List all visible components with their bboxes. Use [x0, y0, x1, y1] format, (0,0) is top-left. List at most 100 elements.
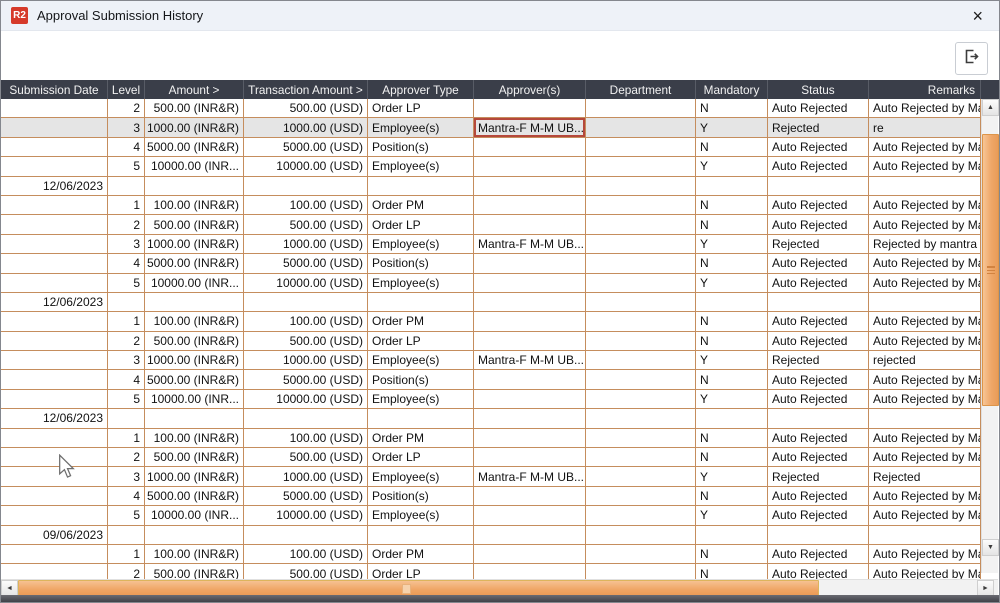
cell-amount: 500.00 (INR&R)	[145, 564, 244, 579]
cell-transaction-amount	[244, 292, 368, 313]
scrollbar-grip	[402, 584, 411, 594]
column-header-submission-date[interactable]: Submission Date	[1, 80, 108, 99]
cell-level	[108, 409, 145, 429]
cell-amount: 5000.00 (INR&R)	[145, 137, 244, 158]
table-row[interactable]: 1 100.00 (INR&R) 100.00 (USD) Order PM N Auto…	[1, 544, 981, 565]
cell-submission-date: 12/06/2023	[1, 409, 108, 429]
column-header-transaction-amount[interactable]: Transaction Amount >	[244, 80, 368, 99]
table-row[interactable]: 4 5000.00 (INR&R) 5000.00 (USD) Position(s)…	[1, 137, 981, 158]
table-row-date[interactable]: 09/06/2023	[1, 525, 981, 545]
vertical-scrollbar[interactable]: ▲ ▼	[981, 99, 999, 573]
cell-approver-type	[368, 409, 474, 429]
cell-status: Auto Rejected	[768, 331, 869, 352]
cell-department	[586, 428, 696, 449]
table-row[interactable]: 3 1000.00 (INR&R) 1000.00 (USD) Employee(s)…	[1, 467, 981, 487]
table-row[interactable]: 2 500.00 (INR&R) 500.00 (USD) Order LP N Auto…	[1, 331, 981, 352]
cell-approvers	[474, 292, 586, 313]
column-header-amount[interactable]: Amount >	[145, 80, 244, 99]
table-row[interactable]: 5 10000.00 (INR... 10000.00 (USD) Employee(…	[1, 157, 981, 177]
cell-level	[108, 525, 145, 545]
cell-submission-date	[1, 137, 108, 158]
export-button[interactable]	[955, 42, 988, 75]
column-header-approver-type[interactable]: Approver Type	[368, 80, 474, 99]
table-row[interactable]: 5 10000.00 (INR... 10000.00 (USD) Employee(…	[1, 506, 981, 526]
cell-status: Auto Rejected	[768, 486, 869, 507]
cell-amount: 1000.00 (INR&R)	[145, 351, 244, 371]
table-row[interactable]: 3 1000.00 (INR&R) 1000.00 (USD) Employee(s)…	[1, 234, 981, 255]
toolbar	[1, 32, 999, 80]
cell-approver-type: Employee(s)	[368, 234, 474, 255]
horizontal-scrollbar[interactable]: ◄ ►	[1, 579, 998, 597]
cell-transaction-amount: 100.00 (USD)	[244, 312, 368, 332]
cell-level: 4	[108, 370, 145, 390]
scroll-right-arrow-icon[interactable]: ►	[977, 580, 994, 597]
cell-remarks: Auto Rejected by Ma	[869, 137, 981, 158]
cell-submission-date	[1, 157, 108, 177]
cell-department	[586, 157, 696, 177]
table-row[interactable]: 1 100.00 (INR&R) 100.00 (USD) Order PM N Auto…	[1, 312, 981, 332]
column-header-approvers[interactable]: Approver(s)	[474, 80, 586, 99]
cell-submission-date: 12/06/2023	[1, 176, 108, 196]
table-row[interactable]: 4 5000.00 (INR&R) 5000.00 (USD) Position(s)…	[1, 486, 981, 507]
table-row[interactable]: 2 500.00 (INR&R) 500.00 (USD) Order LP N Auto…	[1, 448, 981, 468]
column-header-department[interactable]: Department	[586, 80, 696, 99]
column-header-mandatory[interactable]: Mandatory	[696, 80, 768, 99]
titlebar: R2 Approval Submission History ×	[1, 1, 999, 31]
table-header: Submission Date Level Amount > Transaction …	[1, 80, 999, 99]
cell-submission-date	[1, 428, 108, 449]
cell-status: Rejected	[768, 118, 869, 138]
table-row[interactable]: 5 10000.00 (INR... 10000.00 (USD) Employee(…	[1, 389, 981, 410]
cell-approvers	[474, 312, 586, 332]
cell-remarks	[869, 176, 981, 196]
cell-transaction-amount	[244, 409, 368, 429]
table-row-date[interactable]: 12/06/2023	[1, 292, 981, 313]
table-row-date[interactable]: 12/06/2023	[1, 409, 981, 429]
cell-level: 3	[108, 351, 145, 371]
cell-status: Auto Rejected	[768, 428, 869, 449]
table-row-date[interactable]: 12/06/2023	[1, 176, 981, 196]
cell-approver-type: Employee(s)	[368, 351, 474, 371]
table-row[interactable]: 4 5000.00 (INR&R) 5000.00 (USD) Position(s)…	[1, 370, 981, 390]
table-row[interactable]: 4 5000.00 (INR&R) 5000.00 (USD) Position(s)…	[1, 254, 981, 274]
cell-amount: 10000.00 (INR...	[145, 506, 244, 526]
cell-department	[586, 234, 696, 255]
cell-approvers	[474, 215, 586, 235]
cell-amount: 500.00 (INR&R)	[145, 448, 244, 468]
table-row[interactable]: 1 100.00 (INR&R) 100.00 (USD) Order PM N Auto…	[1, 428, 981, 449]
cell-status: Auto Rejected	[768, 506, 869, 526]
vertical-scrollbar-thumb[interactable]	[982, 134, 999, 406]
cell-submission-date: 12/06/2023	[1, 292, 108, 313]
r2-app-icon: R2	[11, 7, 28, 24]
cell-status: Auto Rejected	[768, 157, 869, 177]
table-row[interactable]: 2 500.00 (INR&R) 500.00 (USD) Order LP N Auto…	[1, 215, 981, 235]
cell-submission-date	[1, 506, 108, 526]
cell-transaction-amount	[244, 176, 368, 196]
table-row[interactable]: 3 1000.00 (INR&R) 1000.00 (USD) Employee(s)…	[1, 118, 981, 138]
cell-approvers	[474, 254, 586, 274]
table-row[interactable]: 3 1000.00 (INR&R) 1000.00 (USD) Employee(s)…	[1, 351, 981, 371]
cell-status: Auto Rejected	[768, 544, 869, 565]
cell-amount	[145, 176, 244, 196]
table-row[interactable]: 5 10000.00 (INR... 10000.00 (USD) Employee(…	[1, 273, 981, 293]
cell-approver-type: Position(s)	[368, 370, 474, 390]
cell-approver-type: Order LP	[368, 564, 474, 579]
cell-department	[586, 331, 696, 352]
cell-mandatory: N	[696, 448, 768, 468]
cell-remarks	[869, 292, 981, 313]
cell-department	[586, 409, 696, 429]
scroll-down-arrow-icon[interactable]: ▼	[982, 539, 999, 556]
column-header-status[interactable]: Status	[768, 80, 869, 99]
cell-department	[586, 312, 696, 332]
column-header-level[interactable]: Level	[108, 80, 145, 99]
cell-transaction-amount: 10000.00 (USD)	[244, 506, 368, 526]
table-row[interactable]: 1 100.00 (INR&R) 100.00 (USD) Order PM N Auto…	[1, 195, 981, 216]
table-row[interactable]: 2 500.00 (INR&R) 500.00 (USD) Order LP N Auto…	[1, 564, 981, 579]
table-row[interactable]: 2 500.00 (INR&R) 500.00 (USD) Order LP N Auto…	[1, 99, 981, 119]
column-header-remarks[interactable]: Remarks	[869, 80, 981, 99]
scroll-up-arrow-icon[interactable]: ▲	[982, 99, 999, 116]
cell-mandatory: N	[696, 99, 768, 119]
cell-amount: 5000.00 (INR&R)	[145, 486, 244, 507]
cell-amount	[145, 409, 244, 429]
cell-amount: 10000.00 (INR...	[145, 389, 244, 410]
close-icon[interactable]: ×	[972, 5, 983, 26]
